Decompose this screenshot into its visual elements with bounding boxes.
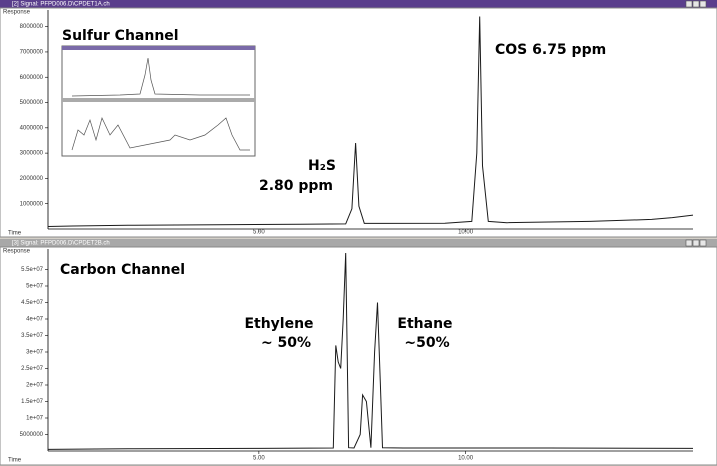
x-tick-label: 5.00 bbox=[253, 230, 265, 236]
annotation: ~ 50% bbox=[261, 335, 311, 351]
y-tick-label: 6000000 bbox=[20, 75, 44, 81]
x-axis-label: Time bbox=[8, 231, 22, 237]
annotation: H₂S bbox=[308, 158, 336, 174]
annotation: 2.80 ppm bbox=[259, 178, 333, 194]
y-tick-label: 1000000 bbox=[20, 201, 44, 207]
close-button[interactable] bbox=[700, 1, 706, 7]
y-tick-label: 4000000 bbox=[20, 125, 44, 131]
inset-title-bar bbox=[62, 46, 255, 50]
maximize-button[interactable] bbox=[693, 240, 699, 246]
x-tick-label: 5.00 bbox=[253, 456, 265, 462]
y-tick-label: 4.5e+07 bbox=[21, 300, 44, 306]
close-button[interactable] bbox=[700, 240, 706, 246]
annotation: Carbon Channel bbox=[60, 262, 185, 278]
y-axis-label: Response bbox=[3, 10, 31, 16]
x-tick-label: 10.00 bbox=[458, 456, 474, 462]
x-axis-label: Time bbox=[8, 458, 22, 464]
y-tick-label: 7000000 bbox=[20, 50, 44, 56]
maximize-button[interactable] bbox=[693, 1, 699, 7]
annotation: Sulfur Channel bbox=[62, 28, 179, 44]
y-tick-label: 5e+07 bbox=[26, 284, 44, 290]
y-tick-label: 2.5e+07 bbox=[21, 366, 44, 372]
annotation: Ethylene bbox=[244, 316, 313, 332]
y-tick-label: 4e+07 bbox=[26, 317, 44, 323]
window-title: [2] Signal: PFPD006.D\CPDET1A.ch bbox=[12, 2, 110, 8]
y-tick-label: 1.5e+07 bbox=[21, 399, 44, 405]
minimize-button[interactable] bbox=[686, 240, 692, 246]
y-tick-label: 3.5e+07 bbox=[21, 333, 44, 339]
inset-title-bar bbox=[62, 98, 255, 102]
screen: [2] Signal: PFPD006.D\CPDET1A.ch [3] Sig… bbox=[0, 0, 717, 466]
y-tick-label: 5000000 bbox=[20, 100, 44, 106]
y-tick-label: 3000000 bbox=[20, 151, 44, 157]
window-body bbox=[0, 247, 717, 465]
inset-thumbnail bbox=[62, 46, 255, 156]
annotation: Ethane bbox=[397, 316, 452, 332]
y-tick-label: 2000000 bbox=[20, 176, 44, 182]
window-title: [3] Signal: PFPD006.D\CPDET2B.ch bbox=[12, 241, 110, 247]
y-tick-label: 3e+07 bbox=[26, 350, 44, 356]
x-tick-label: 10.00 bbox=[458, 230, 474, 236]
y-tick-label: 5000000 bbox=[20, 432, 44, 438]
annotation: COS 6.75 ppm bbox=[495, 42, 606, 58]
y-tick-label: 8000000 bbox=[20, 24, 44, 30]
y-tick-label: 1e+07 bbox=[26, 416, 44, 422]
annotation: ~50% bbox=[404, 335, 449, 351]
y-axis-label: Response bbox=[3, 249, 31, 255]
y-tick-label: 2e+07 bbox=[26, 383, 44, 389]
minimize-button[interactable] bbox=[686, 1, 692, 7]
y-tick-label: 5.5e+07 bbox=[21, 267, 44, 273]
